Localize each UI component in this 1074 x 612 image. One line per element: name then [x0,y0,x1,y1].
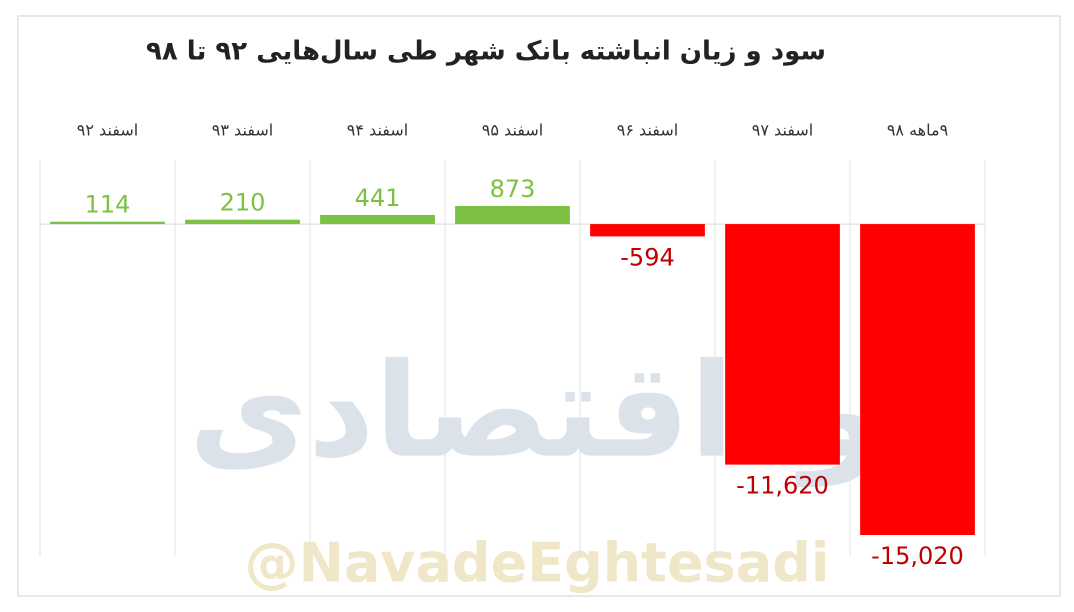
value-label: -11,620 [736,472,829,500]
category-label: اسفند ۹۴ [347,121,408,140]
value-label: 210 [220,189,266,217]
value-label: 114 [85,191,131,219]
bar [320,214,435,225]
category-label: ۹ماهه ۹۸ [887,121,948,140]
category-label: اسفند ۹۵ [482,121,543,140]
category-label: اسفند ۹۲ [77,121,138,140]
bar [185,219,300,225]
category-label: اسفند ۹۶ [617,121,678,140]
bar [455,206,570,225]
bar [590,224,705,237]
bar [725,224,840,465]
category-label: اسفند ۹۷ [752,121,813,140]
value-label: -594 [620,243,674,271]
watermark: @NavadeEghtesadi [245,532,830,595]
value-label: 873 [490,175,536,203]
value-label: 441 [355,184,401,212]
category-label: اسفند ۹۳ [212,121,273,140]
bar [860,224,975,536]
chart-title: سود و زیان انباشته بانک شهر طی سال‌هایی … [146,37,826,67]
value-label: -15,020 [871,542,964,570]
bar [50,221,165,225]
